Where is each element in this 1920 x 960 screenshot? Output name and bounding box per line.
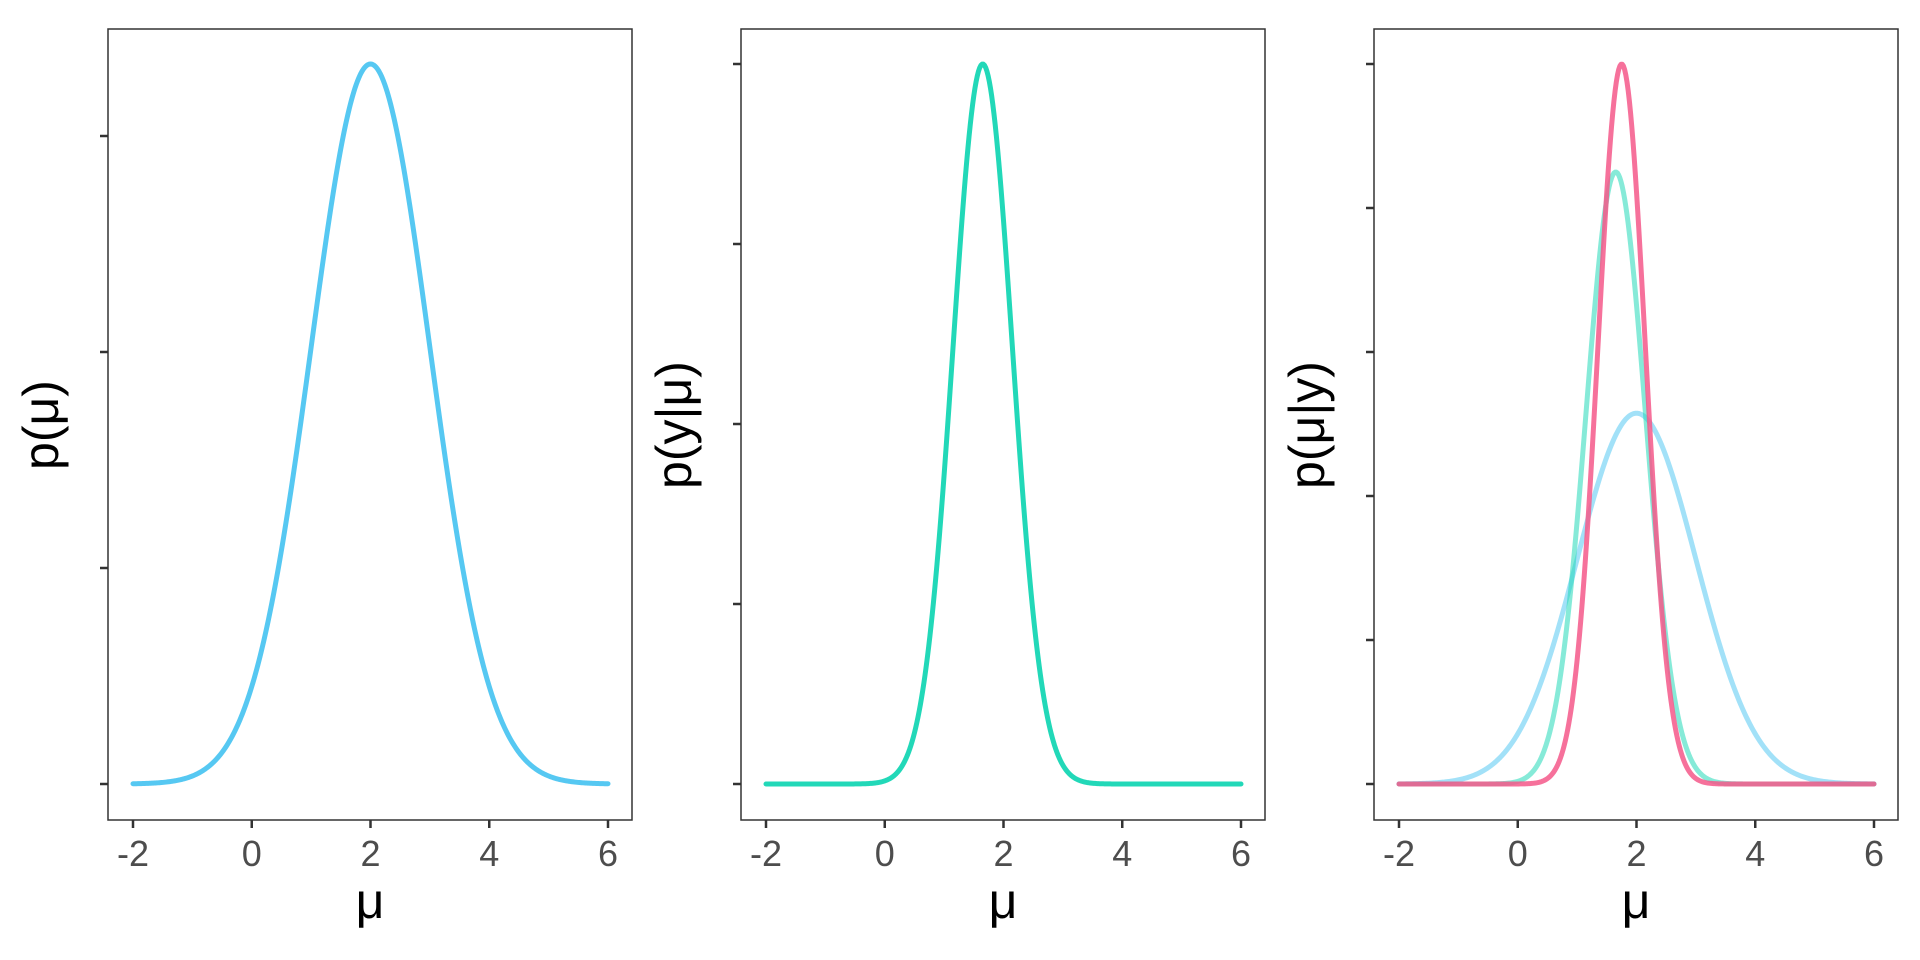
x-tick-label: 4 [1112,833,1132,874]
x-tick-label: 0 [875,833,895,874]
density-curve-0 [763,61,1244,787]
x-tick-label: 6 [598,833,618,874]
x-tick-label: 2 [360,833,380,874]
x-tick-label: 6 [1231,833,1251,874]
density-curve-1 [1396,169,1877,787]
x-tick-label: -2 [750,833,782,874]
panel-border [1373,28,1899,821]
x-tick-label: 4 [479,833,499,874]
density-curve-0 [130,61,611,787]
x-tick-label: 6 [1864,833,1884,874]
x-tick-label: 4 [1745,833,1765,874]
posterior-panel: -2 0 2 4 6 μ p(μ|y) [1279,28,1899,929]
panel-border [740,28,1266,821]
x-axis-title: μ [989,873,1018,929]
density-curve-0 [1396,410,1877,787]
x-tick-label: 0 [1508,833,1528,874]
x-tick-label: -2 [117,833,149,874]
panel-border [107,28,633,821]
x-axis-title: μ [356,873,385,929]
likelihood-panel: -2 0 2 4 6 μ p(y|μ) [646,28,1266,929]
x-tick-label: 2 [993,833,1013,874]
x-tick-label: -2 [1383,833,1415,874]
y-axis-title: p(μ) [13,380,69,470]
density-curve-2 [1396,61,1877,787]
y-axis-title: p(μ|y) [1279,361,1335,489]
y-axis-title: p(y|μ) [646,361,702,489]
prior-panel: -2 0 2 4 6 μ p(μ) [13,28,633,929]
x-tick-label: 2 [1626,833,1646,874]
x-tick-label: 0 [242,833,262,874]
x-axis-title: μ [1622,873,1651,929]
